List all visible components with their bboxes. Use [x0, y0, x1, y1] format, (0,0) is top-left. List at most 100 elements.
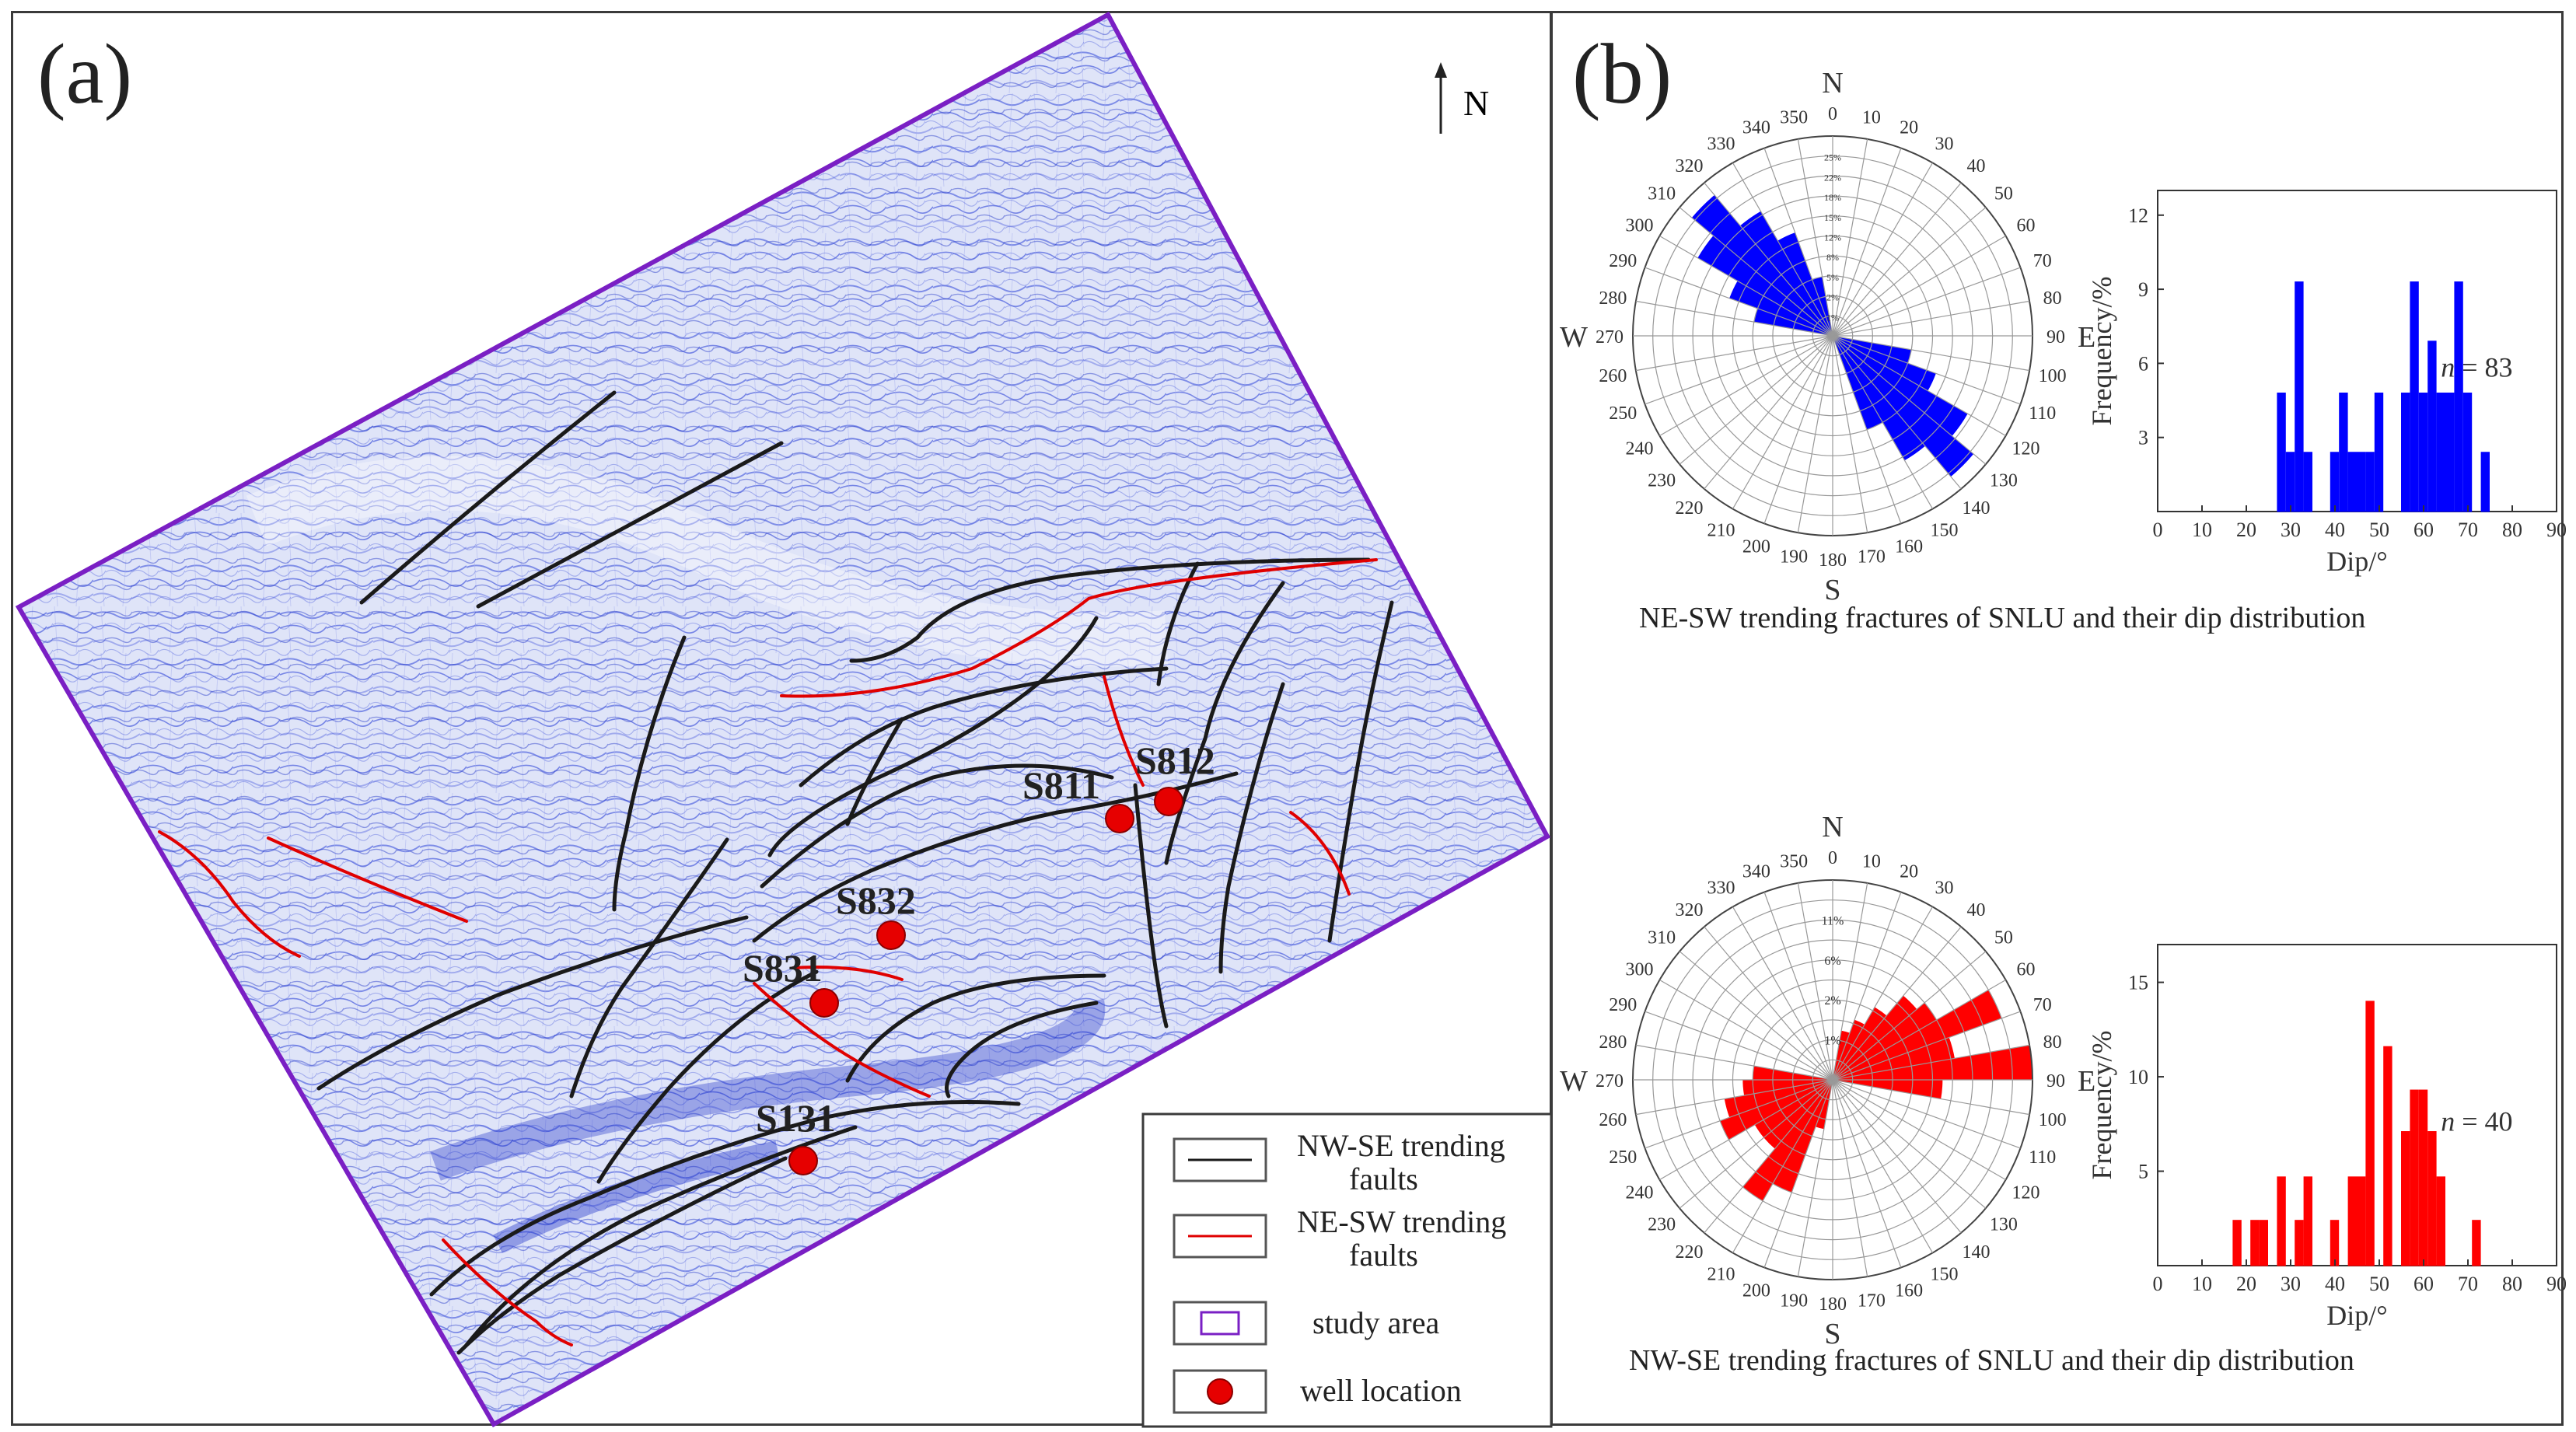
fault-line: [1218, 682, 1285, 974]
rose-spoke: [1704, 1079, 1833, 1234]
rose-angle-label: 240: [1625, 1183, 1653, 1203]
rose-spoke: [1832, 235, 2006, 337]
histogram-bar: [2410, 1089, 2419, 1266]
rose-angle-label: 60: [2017, 960, 2036, 980]
fault-line: [1327, 600, 1394, 943]
fault-line: [1164, 581, 1285, 865]
ne-sw-faults: [158, 558, 1378, 1346]
histogram-bar: [2454, 281, 2463, 512]
well-marker: [788, 1146, 818, 1175]
fault-line: [780, 558, 1378, 698]
fault-line: [1133, 783, 1169, 1029]
rose-west-label: W: [1560, 321, 1588, 354]
rose-angle-label: 190: [1780, 547, 1808, 568]
rose-east-label: E: [2078, 1065, 2095, 1098]
rose-angle-label: 240: [1625, 439, 1653, 459]
rose-petal: [1740, 211, 1833, 336]
histogram-bar: [2427, 341, 2437, 512]
panel-a-label: (a): [37, 26, 133, 121]
rose-ring-label: 6%: [1824, 955, 1840, 968]
rose-angle-label: 140: [1962, 498, 1990, 519]
x-tick-label: 50: [2369, 519, 2389, 541]
rose-angle-label: 0: [1828, 104, 1837, 124]
rose-angle-label: 250: [1609, 1147, 1637, 1168]
rose-spoke: [1832, 335, 2030, 372]
legend-label: NW-SE trending: [1297, 1128, 1505, 1163]
fault-line: [267, 836, 468, 923]
y-tick-label: 15: [2128, 972, 2148, 994]
fault-line: [799, 666, 1169, 788]
rose-ring-label: 25%: [1824, 152, 1841, 163]
rose-ring-label: 22%: [1824, 172, 1841, 183]
rose-spoke: [1832, 1079, 2030, 1116]
histogram-bar: [2436, 1176, 2446, 1266]
rose-spoke: [1679, 207, 1833, 337]
rose-spoke: [1659, 1079, 1833, 1181]
rose-petal: [1833, 1019, 1865, 1080]
rose-petal: [1720, 1080, 1833, 1140]
rose-angle-label: 230: [1648, 1214, 1676, 1235]
rose-ring-label: 5%: [1826, 272, 1839, 283]
fault-line: [849, 557, 1371, 663]
x-tick-label: 40: [2325, 519, 2345, 541]
legend-label: faults: [1349, 1238, 1418, 1273]
rose-angle-label: 150: [1931, 521, 1959, 541]
rose-spoke: [1797, 1079, 1833, 1277]
histogram-bar: [2347, 1176, 2358, 1266]
fault-line: [442, 1238, 573, 1346]
rose-angle-label: 350: [1780, 107, 1808, 127]
rose-spoke: [1832, 148, 1902, 337]
rose-angle-label: 0: [1828, 848, 1837, 868]
study-area-boundary: [15, 11, 1551, 1428]
rose-angle-label: 160: [1895, 1281, 1923, 1301]
fault-line: [792, 966, 904, 981]
caption-bottom: NW-SE trending fractures of SNLU and the…: [1629, 1344, 2354, 1377]
rose-angle-label: 310: [1648, 184, 1676, 204]
x-tick-label: 90: [2546, 1273, 2567, 1295]
rose-spoke: [1832, 1079, 1987, 1209]
x-tick-label: 10: [2192, 1273, 2212, 1295]
fault-line: [476, 441, 784, 609]
rose-petal: [1754, 1080, 1833, 1138]
x-tick-label: 0: [2153, 519, 2163, 541]
rose-west-label: W: [1560, 1065, 1588, 1098]
rose-spoke: [1732, 162, 1833, 337]
rose-spoke: [1832, 892, 1902, 1081]
histogram-bar: [2330, 452, 2340, 512]
rose-spoke: [1635, 300, 1833, 337]
legend-label: study area: [1312, 1305, 1440, 1340]
histogram-bar: [2436, 393, 2446, 512]
rose-spoke: [1832, 1079, 2006, 1181]
rose-spoke: [1763, 1079, 1833, 1268]
rose-angle-label: 120: [2012, 439, 2040, 459]
histogram-bar: [2339, 393, 2348, 512]
histogram-bar: [2357, 1176, 2366, 1266]
rose-spoke: [1832, 926, 1962, 1081]
caption-top: NE-SW trending fractures of SNLU and the…: [1639, 602, 2365, 634]
y-tick-label: 3: [2138, 427, 2148, 449]
well-marker: [1105, 804, 1134, 833]
rose-angle-label: 110: [2029, 403, 2056, 424]
rose-ring-label: 2%: [1824, 994, 1840, 1008]
rose-angle-label: 100: [2039, 1110, 2067, 1130]
rose-south-label: S: [1824, 574, 1840, 606]
x-tick-label: 50: [2369, 1273, 2389, 1295]
rose-angle-label: 90: [2046, 1071, 2065, 1091]
histogram-bar: [2401, 1131, 2410, 1266]
rose-spoke: [1832, 162, 1934, 337]
rose-spoke: [1832, 335, 2021, 405]
rose-spoke: [1832, 207, 1987, 337]
rose-spoke: [1732, 1079, 1833, 1253]
rose-spoke: [1832, 1079, 1934, 1253]
rose-angle-label: 30: [1935, 134, 1954, 154]
rose-spoke: [1832, 335, 1987, 465]
rose-angle-label: 20: [1900, 117, 1918, 138]
rose-angle-label: 140: [1962, 1242, 1990, 1263]
rose-spoke: [1832, 1079, 1902, 1268]
rose-angle-label: 40: [1966, 900, 1985, 920]
x-tick-label: 40: [2325, 1273, 2345, 1295]
rose-spoke: [1679, 951, 1833, 1081]
rose-spoke: [1645, 335, 1833, 405]
x-tick-label: 70: [2458, 519, 2478, 541]
